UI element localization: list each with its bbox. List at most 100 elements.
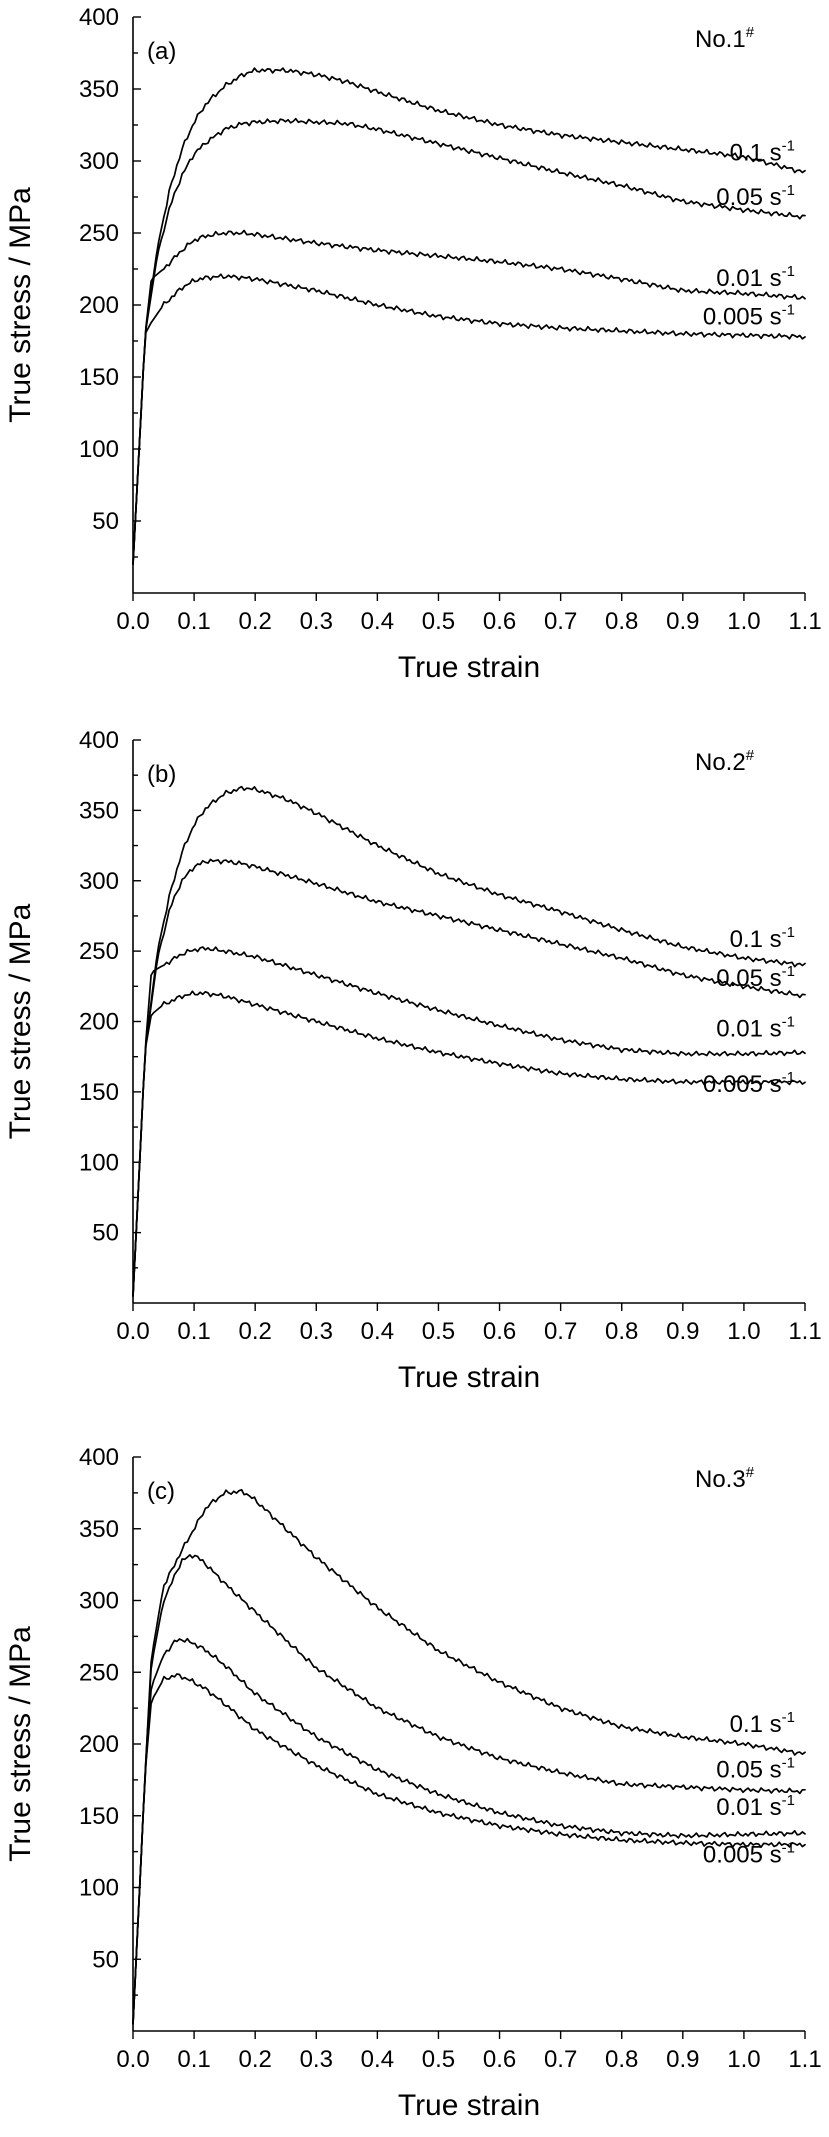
series-line [132, 67, 806, 566]
x-tick-label: 0.2 [238, 2046, 271, 2073]
panel-label: (b) [147, 761, 176, 788]
panel-label: (a) [147, 38, 176, 65]
y-tick-label: 50 [92, 508, 119, 535]
series-line [132, 1554, 806, 2025]
y-tick-label: 400 [79, 727, 119, 754]
series-line [132, 1488, 806, 2025]
x-tick-label: 0.6 [483, 608, 516, 635]
y-tick-label: 300 [79, 1588, 119, 1615]
x-tick-label: 0.7 [544, 608, 577, 635]
x-tick-label: 0.6 [483, 1318, 516, 1345]
x-axis-title: True strain [398, 651, 540, 684]
series-label: 0.005 s-1 [703, 1069, 795, 1098]
series-label: 0.005 s-1 [703, 1839, 795, 1868]
x-tick-label: 0.1 [177, 608, 210, 635]
y-tick-label: 400 [79, 1444, 119, 1471]
series-label: 0.1 s-1 [730, 924, 795, 953]
x-tick-label: 1.1 [788, 608, 821, 635]
x-tick-label: 0.2 [238, 608, 271, 635]
y-tick-label: 100 [79, 436, 119, 463]
sample-label: No.2# [695, 747, 755, 776]
x-tick-label: 0.9 [666, 2046, 699, 2073]
series-label: 0.005 s-1 [703, 302, 795, 331]
series-line [132, 229, 806, 566]
series-label: 0.01 s-1 [716, 1792, 795, 1821]
series-label: 0.05 s-1 [716, 182, 795, 211]
y-axis-title: True stress / MPa [4, 1626, 37, 1862]
y-tick-label: 250 [79, 938, 119, 965]
x-tick-label: 0.1 [177, 2046, 210, 2073]
chart-panel-1: 0.0 0.1 0.2 0.3 0.4 0.5 0.6 0.7 0.8 0.9 1.0 1.1 50 10… [4, 4, 822, 684]
series-line [132, 858, 806, 1297]
series-line [132, 117, 806, 566]
y-tick-label: 150 [79, 1079, 119, 1106]
x-tick-label: 0.0 [116, 2046, 149, 2073]
y-tick-label: 250 [79, 1659, 119, 1686]
series-label: 0.05 s-1 [716, 963, 795, 992]
y-tick-label: 150 [79, 364, 119, 391]
x-tick-label: 0.3 [300, 2046, 333, 2073]
series-label: 0.01 s-1 [716, 1013, 795, 1042]
chart-panel-2: 0.0 0.1 0.2 0.3 0.4 0.5 0.6 0.7 0.8 0.9 1.0 1.1 50 10… [4, 727, 822, 1394]
x-tick-label: 1.1 [788, 2046, 821, 2073]
x-tick-label: 0.5 [422, 2046, 455, 2073]
y-axis-title: True stress / MPa [4, 187, 37, 423]
x-tick-label: 1.0 [727, 2046, 760, 2073]
y-tick-label: 150 [79, 1803, 119, 1830]
x-tick-label: 0.4 [361, 608, 394, 635]
x-tick-label: 0.4 [361, 2046, 394, 2073]
y-tick-label: 400 [79, 4, 119, 31]
series-label: 0.05 s-1 [716, 1754, 795, 1783]
y-tick-label: 300 [79, 868, 119, 895]
x-tick-label: 0.0 [116, 608, 149, 635]
series-label: 0.1 s-1 [730, 1709, 795, 1738]
y-tick-label: 200 [79, 292, 119, 319]
series-line [132, 785, 806, 1297]
x-tick-label: 0.9 [666, 608, 699, 635]
x-tick-label: 0.3 [300, 1318, 333, 1345]
x-tick-label: 0.5 [422, 1318, 455, 1345]
series-line [132, 990, 806, 1297]
y-tick-label: 200 [79, 1731, 119, 1758]
x-tick-label: 1.0 [727, 608, 760, 635]
y-axis-title: True stress / MPa [4, 903, 37, 1139]
x-tick-label: 0.8 [605, 2046, 638, 2073]
x-tick-label: 1.0 [727, 1318, 760, 1345]
x-axis-title: True strain [398, 1361, 540, 1394]
y-tick-label: 250 [79, 220, 119, 247]
y-tick-label: 300 [79, 148, 119, 175]
series-line [132, 1673, 806, 2025]
series-label: 0.1 s-1 [730, 138, 795, 167]
y-tick-label: 350 [79, 797, 119, 824]
series-line [132, 1637, 806, 2025]
series-label: 0.01 s-1 [716, 263, 795, 292]
x-tick-label: 1.1 [788, 1318, 821, 1345]
y-tick-label: 200 [79, 1009, 119, 1036]
series-line [132, 946, 806, 1297]
panel-label: (c) [147, 1478, 175, 1505]
series-line [132, 273, 806, 566]
sample-label: No.3# [695, 1464, 755, 1493]
x-tick-label: 0.5 [422, 608, 455, 635]
x-tick-label: 0.0 [116, 1318, 149, 1345]
x-axis-title: True strain [398, 2089, 540, 2122]
chart-panel-3: 0.0 0.1 0.2 0.3 0.4 0.5 0.6 0.7 0.8 0.9 1.0 1.1 50 10… [4, 1444, 822, 2122]
y-tick-label: 50 [92, 1946, 119, 1973]
y-tick-label: 100 [79, 1149, 119, 1176]
x-tick-label: 0.6 [483, 2046, 516, 2073]
y-tick-label: 50 [92, 1220, 119, 1247]
x-tick-label: 0.4 [361, 1318, 394, 1345]
y-tick-label: 100 [79, 1875, 119, 1902]
x-tick-label: 0.1 [177, 1318, 210, 1345]
y-tick-label: 350 [79, 76, 119, 103]
x-tick-label: 0.7 [544, 2046, 577, 2073]
y-tick-label: 350 [79, 1516, 119, 1543]
x-tick-label: 0.9 [666, 1318, 699, 1345]
sample-label: No.1# [695, 24, 755, 53]
x-tick-label: 0.8 [605, 608, 638, 635]
x-tick-label: 0.3 [300, 608, 333, 635]
x-tick-label: 0.7 [544, 1318, 577, 1345]
x-tick-label: 0.8 [605, 1318, 638, 1345]
